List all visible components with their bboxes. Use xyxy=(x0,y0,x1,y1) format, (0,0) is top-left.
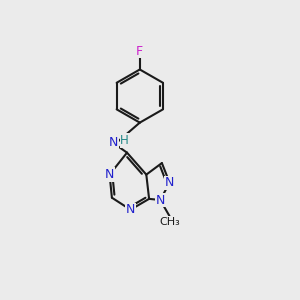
Text: N: N xyxy=(126,203,135,216)
Text: N: N xyxy=(109,136,119,149)
Text: F: F xyxy=(136,44,143,58)
Text: CH₃: CH₃ xyxy=(159,217,180,227)
Text: N: N xyxy=(105,168,114,181)
Text: N: N xyxy=(156,194,165,206)
Text: N: N xyxy=(165,176,174,189)
Text: H: H xyxy=(120,134,129,147)
